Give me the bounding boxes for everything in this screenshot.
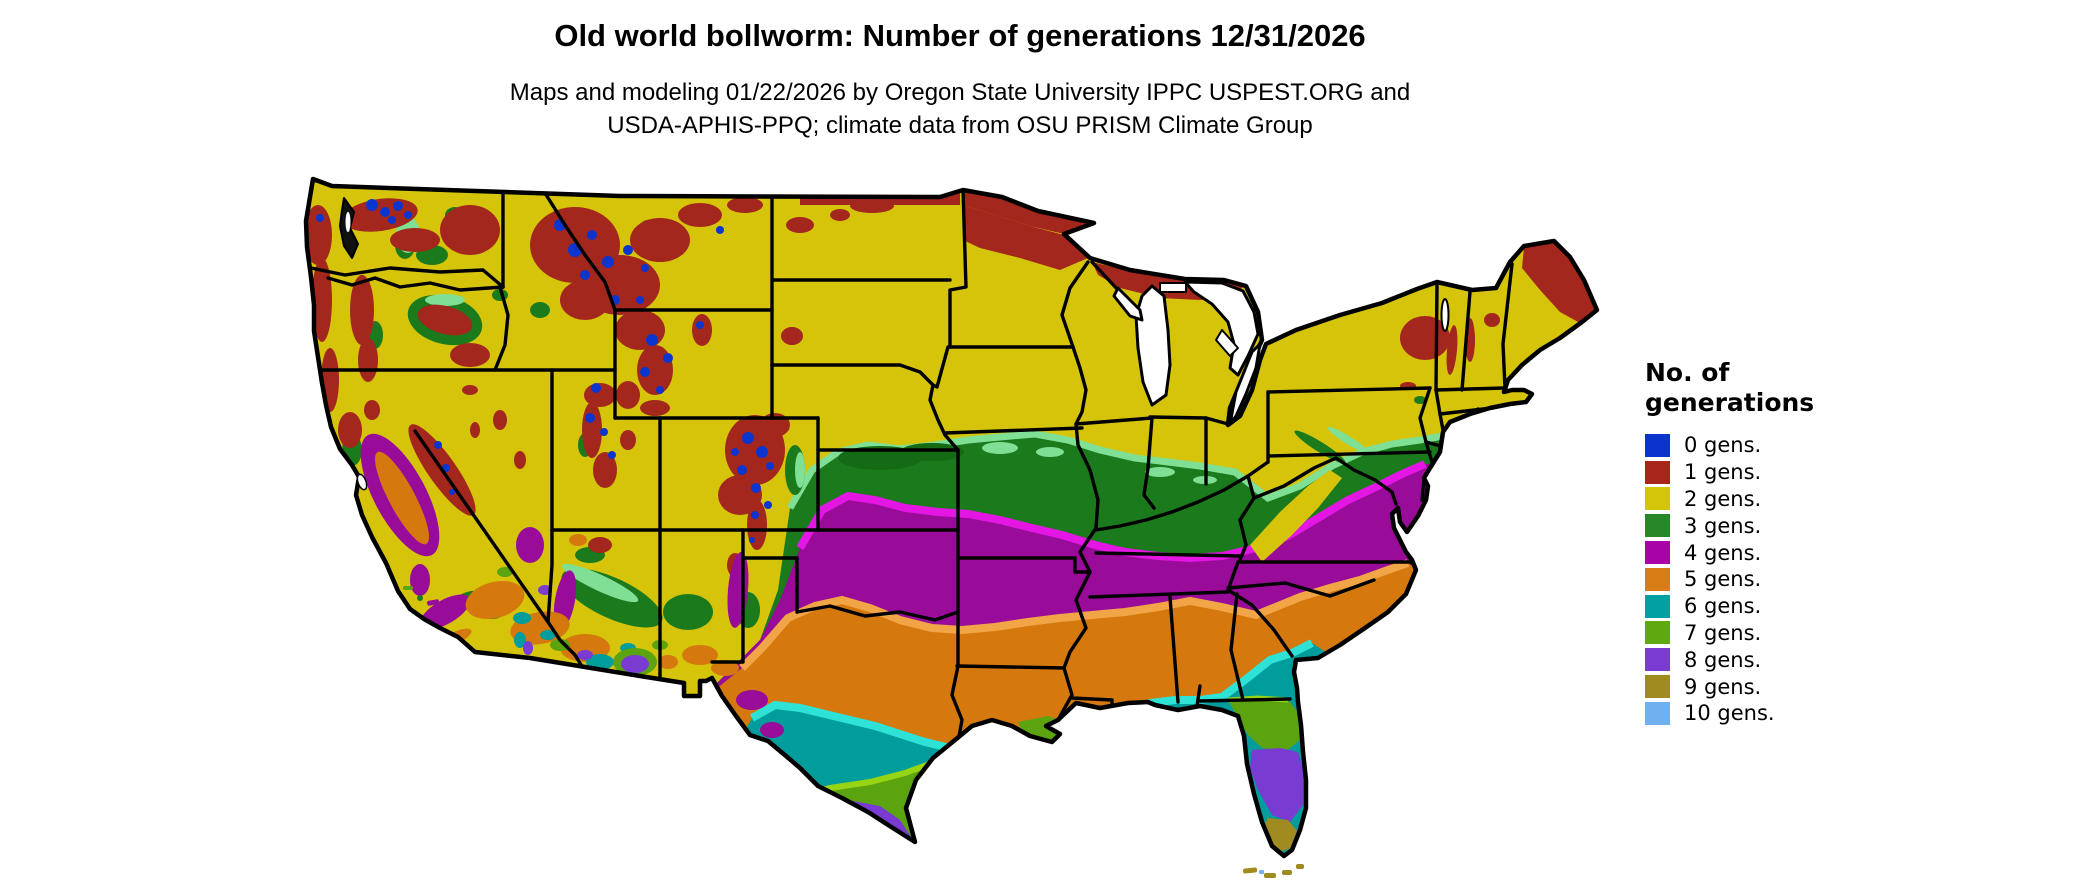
legend-item: 7 gens. (1645, 620, 1885, 647)
appalachian-yellow-ridge (1250, 470, 1342, 562)
legend-item: 2 gens. (1645, 486, 1885, 513)
page-title: Old world bollworm: Number of generation… (554, 18, 1366, 53)
nv-magenta (516, 527, 544, 563)
vermont-brick (1446, 325, 1458, 375)
legend-item: 8 gens. (1645, 646, 1885, 673)
legend-title-line-1: No. of (1645, 358, 1730, 387)
catskills-green (1414, 396, 1426, 404)
band-4-gens-fringe (796, 460, 1427, 563)
legend-label: 9 gens. (1684, 674, 1762, 699)
band-5-gens-fringe (739, 559, 1410, 671)
subtitle-line-1: Maps and modeling 01/22/2026 by Oregon S… (509, 79, 1411, 106)
legend-item: 6 gens. (1645, 593, 1885, 620)
central-valley-orange (375, 451, 429, 545)
legend-label: 10 gens. (1684, 701, 1775, 726)
legend-swatch-10-gens (1645, 701, 1670, 725)
minnesota-north-brick (963, 188, 1094, 234)
legend-swatch-7-gens (1645, 621, 1670, 645)
raster-fills (306, 179, 1597, 856)
lake-champlain (1440, 298, 1450, 332)
saginaw-bay (1215, 329, 1239, 357)
desert-purple-patches (523, 585, 649, 673)
subtitle: Maps and modeling 01/22/2026 by Oregon S… (0, 76, 1920, 142)
minnesota-arrow-brick (963, 205, 1088, 270)
desert-teal-patches (513, 612, 636, 670)
legend-title-line-2: generations (1645, 388, 1815, 417)
legend-label: 7 gens. (1684, 620, 1762, 645)
ten-gens-speck (1259, 870, 1264, 874)
subtitle-line-2: USDA-APHIS-PPQ; climate data from OSU PR… (607, 112, 1313, 139)
legend-label: 5 gens. (1684, 567, 1762, 592)
legend-items: 0 gens. 1 gens. 2 gens. 3 gens. 4 gens. … (1645, 432, 1885, 727)
legend-item: 4 gens. (1645, 539, 1885, 566)
mint-patch (982, 442, 1018, 454)
transpecos-magenta (760, 722, 784, 738)
blue-zero-gen-specks (316, 199, 774, 543)
legend-label: 4 gens. (1684, 540, 1762, 565)
san-francisco-bay (356, 473, 368, 491)
legend-item: 9 gens. (1645, 673, 1885, 700)
straits-of-mackinac (1159, 282, 1187, 293)
transpecos-magenta (736, 690, 768, 710)
ridge-streak (1327, 426, 1369, 454)
legend-label: 2 gens. (1684, 486, 1762, 511)
great-lakes (339, 197, 1450, 491)
legend-swatch-4-gens (1645, 541, 1670, 565)
mint-patch (1145, 467, 1175, 477)
legend-label: 0 gens. (1684, 433, 1762, 458)
legend-title: No. of generations (1645, 358, 1885, 418)
legend-item: 0 gens. (1645, 432, 1885, 459)
legend-swatch-2-gens (1645, 487, 1670, 511)
mint-patch (1036, 447, 1064, 457)
legend: No. of generations 0 gens. 1 gens. 2 gen… (1645, 358, 1885, 727)
legend-item: 1 gens. (1645, 459, 1885, 486)
socal-magenta (420, 594, 470, 630)
legend-swatch-0-gens (1645, 433, 1670, 457)
lake-erie (1228, 342, 1262, 426)
legend-swatch-3-gens (1645, 514, 1670, 538)
legend-label: 1 gens. (1684, 460, 1762, 485)
coast-magenta (410, 564, 430, 596)
state-borders (309, 188, 1514, 744)
channel-islands (403, 586, 457, 616)
lake-huron (1183, 280, 1260, 377)
conus-outline (303, 176, 1600, 859)
legend-label: 3 gens. (1684, 513, 1762, 538)
legend-item: 10 gens. (1645, 700, 1885, 727)
legend-swatch-6-gens (1645, 594, 1670, 618)
puget-water (345, 212, 351, 232)
green-bay (1112, 286, 1144, 322)
maine-brick (1522, 242, 1596, 323)
us-generations-map (303, 176, 1600, 878)
legend-item: 3 gens. (1645, 512, 1885, 539)
legend-swatch-8-gens (1645, 648, 1670, 672)
legend-item: 5 gens. (1645, 566, 1885, 593)
legend-swatch-5-gens (1645, 567, 1670, 591)
white-mtns-brick (1484, 313, 1500, 327)
legend-swatch-9-gens (1645, 675, 1670, 699)
green-wedge (900, 443, 964, 461)
florida-keys (1243, 864, 1304, 878)
legend-label: 8 gens. (1684, 647, 1762, 672)
band-7-gens-florida (1228, 698, 1300, 752)
band-8-gens-florida (1250, 748, 1305, 822)
legend-swatch-1-gens (1645, 460, 1670, 484)
legend-label: 6 gens. (1684, 594, 1762, 619)
